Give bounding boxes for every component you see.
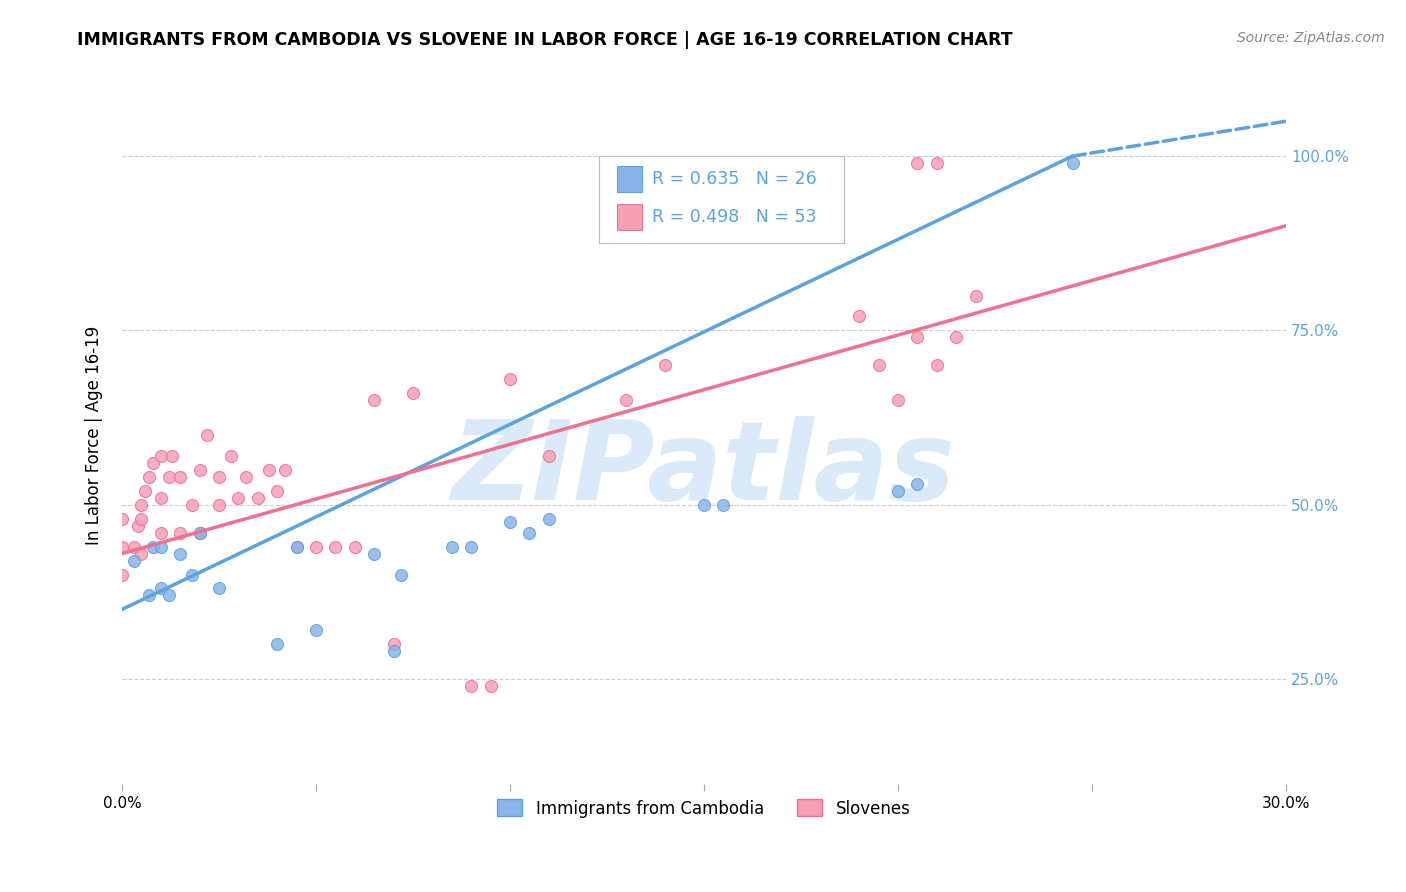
Point bbox=[111, 512, 134, 526]
Point bbox=[905, 156, 928, 170]
Point bbox=[537, 449, 560, 463]
Y-axis label: In Labor Force | Age 16-19: In Labor Force | Age 16-19 bbox=[86, 326, 103, 545]
Point bbox=[305, 540, 328, 554]
Point bbox=[259, 463, 281, 477]
Point bbox=[157, 589, 180, 603]
Point bbox=[122, 540, 145, 554]
Point bbox=[460, 540, 482, 554]
Point bbox=[188, 525, 211, 540]
FancyBboxPatch shape bbox=[599, 156, 844, 244]
Point bbox=[905, 330, 928, 344]
Point bbox=[131, 547, 153, 561]
Point bbox=[363, 547, 385, 561]
Point bbox=[134, 483, 156, 498]
Point bbox=[131, 512, 153, 526]
Point bbox=[149, 525, 172, 540]
Point bbox=[848, 310, 870, 324]
Point bbox=[219, 449, 242, 463]
Point bbox=[382, 644, 405, 658]
Text: ZIPatlas: ZIPatlas bbox=[453, 417, 956, 524]
Point bbox=[887, 483, 910, 498]
Point bbox=[945, 330, 967, 344]
Point bbox=[149, 540, 172, 554]
Point bbox=[402, 386, 425, 401]
Point bbox=[169, 525, 191, 540]
Point bbox=[460, 679, 482, 693]
Point bbox=[127, 518, 149, 533]
Point bbox=[208, 470, 231, 484]
Point bbox=[925, 156, 948, 170]
Point bbox=[440, 540, 463, 554]
FancyBboxPatch shape bbox=[617, 203, 643, 230]
Point bbox=[285, 540, 308, 554]
Point bbox=[235, 470, 257, 484]
Point bbox=[868, 359, 890, 373]
Text: R = 0.498   N = 53: R = 0.498 N = 53 bbox=[651, 208, 815, 226]
Point bbox=[149, 491, 172, 505]
Point bbox=[180, 567, 202, 582]
Point bbox=[499, 515, 522, 529]
Point bbox=[654, 359, 676, 373]
Point bbox=[188, 525, 211, 540]
Point bbox=[887, 393, 910, 408]
Point bbox=[149, 449, 172, 463]
Legend: Immigrants from Cambodia, Slovenes: Immigrants from Cambodia, Slovenes bbox=[491, 793, 917, 824]
Point bbox=[1062, 156, 1084, 170]
Point bbox=[138, 470, 160, 484]
Point bbox=[363, 393, 385, 408]
Point bbox=[382, 637, 405, 651]
Point bbox=[169, 470, 191, 484]
Point bbox=[519, 525, 541, 540]
Point bbox=[246, 491, 269, 505]
Point bbox=[274, 463, 297, 477]
Point bbox=[111, 567, 134, 582]
Point bbox=[131, 498, 153, 512]
Point bbox=[228, 491, 250, 505]
Point bbox=[138, 589, 160, 603]
Point bbox=[208, 582, 231, 596]
Point bbox=[925, 359, 948, 373]
Point bbox=[965, 288, 987, 302]
Point bbox=[208, 498, 231, 512]
Point bbox=[499, 372, 522, 386]
Point bbox=[693, 498, 716, 512]
Point bbox=[537, 512, 560, 526]
Point bbox=[343, 540, 366, 554]
Point bbox=[142, 456, 165, 470]
Point bbox=[389, 567, 412, 582]
Point bbox=[149, 582, 172, 596]
Point bbox=[111, 540, 134, 554]
Text: R = 0.635   N = 26: R = 0.635 N = 26 bbox=[651, 170, 817, 188]
FancyBboxPatch shape bbox=[617, 166, 643, 193]
Point bbox=[616, 393, 638, 408]
Text: IMMIGRANTS FROM CAMBODIA VS SLOVENE IN LABOR FORCE | AGE 16-19 CORRELATION CHART: IMMIGRANTS FROM CAMBODIA VS SLOVENE IN L… bbox=[77, 31, 1012, 49]
Point bbox=[305, 624, 328, 638]
Text: Source: ZipAtlas.com: Source: ZipAtlas.com bbox=[1237, 31, 1385, 45]
Point bbox=[266, 483, 288, 498]
Point bbox=[266, 637, 288, 651]
Point bbox=[157, 470, 180, 484]
Point bbox=[197, 428, 219, 442]
Point bbox=[122, 553, 145, 567]
Point bbox=[142, 540, 165, 554]
Point bbox=[180, 498, 202, 512]
Point bbox=[479, 679, 502, 693]
Point bbox=[285, 540, 308, 554]
Point bbox=[162, 449, 184, 463]
Point bbox=[188, 463, 211, 477]
Point bbox=[325, 540, 347, 554]
Point bbox=[713, 498, 735, 512]
Point bbox=[905, 476, 928, 491]
Point bbox=[169, 547, 191, 561]
